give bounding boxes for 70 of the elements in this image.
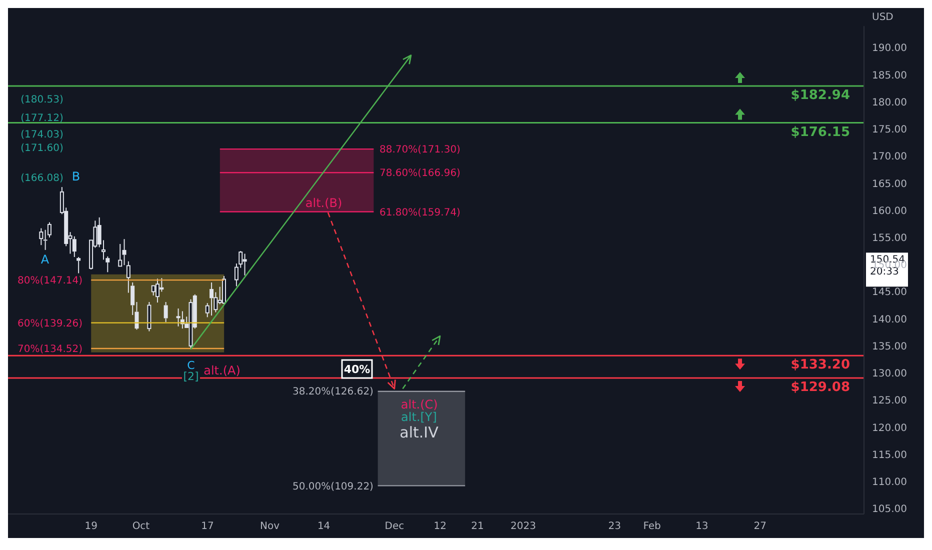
y-tick-label: 105.00: [872, 504, 907, 516]
x-tick-label: Oct: [132, 521, 150, 532]
annotation: 38.20%(126.62): [292, 386, 374, 398]
x-tick-label: Dec: [384, 521, 404, 532]
candlestick: [97, 216, 102, 248]
ref-line-label: $133.20: [790, 358, 850, 373]
y-tick-label: 170.00: [872, 152, 907, 163]
candlestick: [39, 228, 44, 246]
x-tick-label: 14: [317, 521, 330, 532]
y-tick-label: 175.00: [872, 124, 907, 136]
y-axis-title: USD: [872, 12, 894, 23]
y-tick-label: 120.00: [872, 422, 907, 434]
candlestick: [210, 282, 214, 316]
annotation: alt.[Y]: [401, 410, 437, 424]
y-tick-label: 115.00: [872, 450, 907, 461]
annotation: alt.(A): [204, 363, 240, 378]
ref-line-label: $182.94: [790, 88, 850, 103]
x-tick-label: 12: [434, 521, 447, 532]
annotation: (174.03): [20, 130, 64, 141]
annotation: 40%: [344, 362, 370, 376]
x-tick-label: 13: [696, 521, 708, 532]
y-tick-label: 160.00: [872, 206, 907, 217]
annotation: (180.53): [20, 94, 64, 106]
annotation: 88.70%(171.30): [380, 144, 461, 156]
text: 20:33: [870, 266, 899, 278]
annotation: A: [40, 252, 50, 266]
candlestick: [164, 301, 168, 323]
y-tick-label: 165.00: [872, 178, 907, 190]
annotation: 80%(147.14): [17, 276, 83, 287]
annotation: alt.(B): [305, 196, 342, 210]
annotation: (177.12): [20, 113, 64, 124]
annotation: 60%(139.26): [17, 318, 83, 330]
annotation: C: [187, 358, 196, 372]
annotation: 78.60%(166.96): [380, 168, 461, 180]
y-tick-label: 110.00: [872, 477, 907, 488]
y-tick-label: 155.00: [872, 233, 907, 244]
y-tick-label: 145.00: [872, 287, 907, 298]
x-tick-label: 23: [608, 521, 622, 532]
y-tick-label: 135.00: [872, 341, 907, 352]
annotation: 70%(134.52): [17, 344, 83, 356]
candlestick: [122, 238, 126, 266]
ref-line-label: $129.08: [790, 380, 850, 396]
y-tick-label: 180.00: [872, 97, 907, 108]
candlestick: [214, 292, 218, 313]
candlestick: [151, 285, 156, 296]
candlestick: [242, 253, 247, 276]
x-tick-label: Nov: [260, 521, 280, 532]
y-tick-label: 190.00: [872, 43, 907, 54]
y-tick-label: 140.00: [872, 314, 907, 326]
ref-line-label: $176.15: [790, 124, 850, 140]
x-tick-label: 21: [471, 521, 484, 532]
x-tick-label: 2023: [510, 521, 536, 532]
candlestick: [76, 256, 81, 274]
annotation: alt.(C): [400, 398, 438, 412]
y-tick-label: 185.00: [872, 70, 907, 82]
annotation: B: [72, 169, 80, 184]
x-tick-label: 19: [84, 521, 98, 532]
annotation: (171.60): [20, 143, 64, 154]
x-tick-label: 27: [754, 521, 766, 532]
candlestick: [72, 236, 76, 258]
candlestick: [118, 243, 122, 267]
x-tick-label: 17: [201, 521, 214, 532]
annotation: alt.IV: [400, 423, 440, 442]
annotation: 50.00%(109.22): [292, 481, 374, 492]
annotation: 61.80%(159.74): [380, 207, 461, 218]
annotation: (166.08): [20, 173, 64, 184]
x-tick-label: Feb: [643, 521, 661, 532]
y-tick-label: 125.00: [872, 396, 907, 407]
y-tick-label: 130.00: [872, 368, 907, 380]
annotation: [2]: [183, 370, 199, 383]
